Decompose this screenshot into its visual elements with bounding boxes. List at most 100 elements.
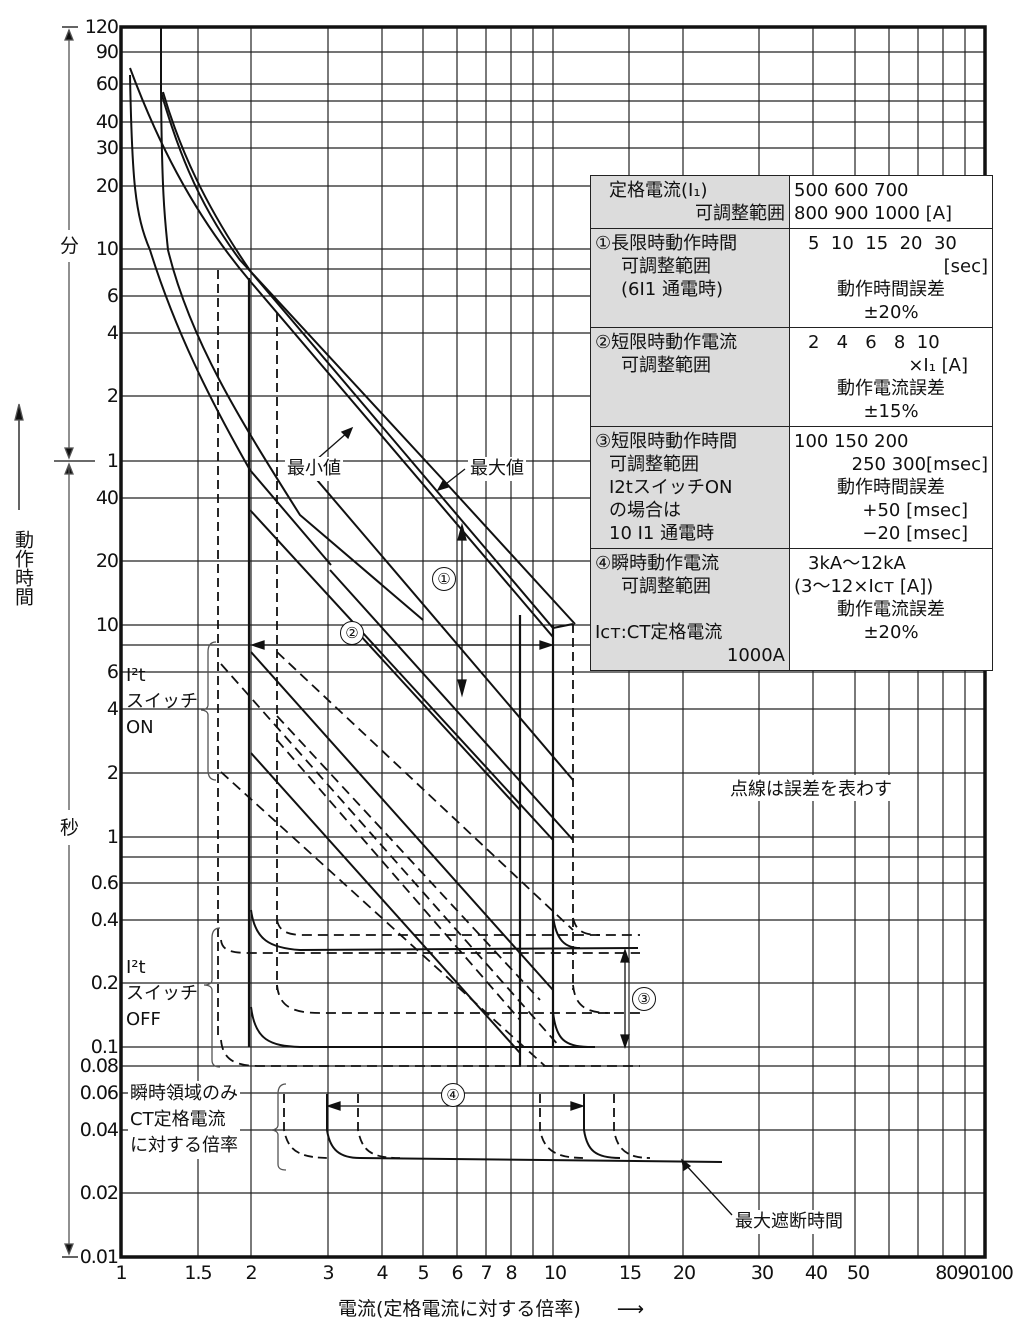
y-tick: 0.4 [90, 909, 119, 931]
spec-key-long-time: ①長限時動作時間 可調整範囲 (6I1 通電時) [590, 228, 790, 328]
instantaneous-note: 瞬時領域のみ CT定格電流 に対する倍率 [128, 1081, 240, 1159]
y-tick: 2 [106, 385, 119, 407]
spec-value-line: 3kA〜12kA [808, 553, 906, 574]
spec-key-short-time-current: ②短限時動作電流 可調整範囲 [590, 327, 790, 427]
y-tick: 6 [106, 285, 119, 307]
spec-key-line [595, 301, 785, 324]
y-tick: 0.08 [79, 1055, 119, 1077]
x-tick: 8090100 [935, 1262, 1014, 1284]
spec-key-line [595, 377, 785, 400]
x-tick: 10 [543, 1262, 567, 1284]
y-tick: 20 [95, 175, 119, 197]
y-tick: 10 [95, 614, 119, 636]
spec-key-short-time-delay: ③短限時動作時間 可調整範囲 I2tスイッチON の場合は 10 I1 通電時 [590, 426, 790, 549]
y-tick: 0.6 [90, 872, 119, 894]
inst-note-line2: CT定格電流 [130, 1109, 226, 1130]
spec-key-line: (6I1 通電時) [621, 279, 723, 300]
spec-key-line: ③短限時動作時間 [595, 431, 738, 452]
spec-value-rated-current: 500 600 700 800 900 1000 [A] [789, 175, 993, 229]
max-value-label: 最大値 [468, 457, 526, 481]
spec-key-line: 可調整範囲 [621, 576, 711, 597]
label-3-circled: ③ [632, 987, 656, 1011]
spec-value-short-time-current: 2 4 6 8 10 ×I₁ [A] 動作電流誤差 ±15% [789, 327, 993, 427]
i2t-off-line1: I²t [126, 957, 146, 978]
x-tick: 6 [451, 1262, 463, 1284]
spec-key-line: 可調整範囲 [621, 256, 711, 277]
spec-key-line: 可調整範囲 [621, 355, 711, 376]
dotted-line-note: 点線は誤差を表わす [727, 775, 895, 801]
inst-note-line1: 瞬時領域のみ [130, 1083, 238, 1104]
x-tick: 1.5 [184, 1262, 212, 1284]
i2t-off-label: I²t スイッチ OFF [124, 955, 200, 1033]
instantaneous-tolerance [283, 1094, 651, 1159]
i2t-on-line1: I²t [126, 665, 146, 686]
max-break-time-label: 最大遮断時間 [733, 1210, 845, 1234]
braces [200, 641, 287, 1171]
table-row: 定格電流(I₁) 可調整範囲 500 600 700 800 900 1000 … [590, 175, 993, 229]
x-axis-title: 電流(定格電流に対する倍率) ⟶ [338, 1294, 644, 1321]
x-axis-title-text: 電流(定格電流に対する倍率) [338, 1298, 581, 1320]
spec-key-line: I2tスイッチON [609, 477, 733, 498]
label-1-circled: ① [432, 567, 456, 591]
spec-key-instantaneous: ④瞬時動作電流 可調整範囲 Iᴄᴛ:CT定格電流 1000A [590, 548, 790, 671]
spec-value-line: ±20% [863, 302, 919, 323]
x-tick: 8 [505, 1262, 517, 1284]
y-tick: 20 [95, 550, 119, 572]
x-tick: 4 [376, 1262, 388, 1284]
y-tick: 120 [84, 16, 119, 38]
y-tick: 4 [106, 322, 119, 344]
short-time-pickup-tolerance [217, 270, 574, 1040]
y-tick: 30 [95, 137, 119, 159]
spec-key-line: ②短限時動作電流 [595, 332, 738, 353]
spec-value-line: +50 [msec] [862, 500, 968, 521]
short-time-off-curves [250, 909, 639, 1048]
x-tick: 20 [672, 1262, 696, 1284]
x-tick: 7 [480, 1262, 492, 1284]
short-time-pickup-lines [247, 278, 555, 1066]
y-tick: 10 [95, 238, 119, 260]
long-time-upper-curves [160, 91, 576, 625]
y-tick: 2 [106, 762, 119, 784]
table-row: ④瞬時動作電流 可調整範囲 Iᴄᴛ:CT定格電流 1000A 3kA〜12kA … [590, 548, 993, 671]
y-tick: 1 [106, 450, 119, 472]
spec-key-line [595, 598, 785, 621]
spec-table: 定格電流(I₁) 可調整範囲 500 600 700 800 900 1000 … [590, 175, 993, 671]
x-axis-arrow-icon: ⟶ [616, 1298, 645, 1320]
y-tick: 0.02 [79, 1182, 119, 1204]
table-row: ②短限時動作電流 可調整範囲 2 4 6 8 10 ×I₁ [A] 動作電流誤差… [590, 327, 993, 427]
spec-key-line: Iᴄᴛ:CT定格電流 [595, 622, 723, 643]
min-value-label: 最小値 [285, 457, 343, 481]
label-4-circled: ④ [441, 1083, 465, 1107]
i2t-on-label: I²t スイッチ ON [124, 663, 200, 741]
x-tick: 3 [322, 1262, 334, 1284]
minute-unit-label: 分 [60, 235, 80, 257]
spec-key-rated-current: 定格電流(I₁) 可調整範囲 [590, 175, 790, 229]
i2t-off-line3: OFF [126, 1009, 161, 1030]
spec-value-line: 500 600 700 [794, 180, 909, 201]
spec-value-instantaneous: 3kA〜12kA (3〜12×Iᴄᴛ [A]) 動作電流誤差 ±20% [789, 548, 993, 671]
y-tick: 90 [95, 41, 119, 63]
spec-key-line: 可調整範囲 [695, 203, 785, 224]
spec-value-line: 動作電流誤差 [837, 378, 945, 399]
x-tick: 2 [245, 1262, 257, 1284]
spec-key-line: ④瞬時動作電流 [595, 553, 720, 574]
spec-value-line: 動作電流誤差 [837, 599, 945, 620]
spec-value-line: (3〜12×Iᴄᴛ [A]) [794, 576, 934, 597]
x-tick: 5 [417, 1262, 429, 1284]
spec-value-line: 動作時間誤差 [837, 477, 945, 498]
y-tick: 60 [95, 73, 119, 95]
spec-key-line: ①長限時動作時間 [595, 233, 738, 254]
table-row: ③短限時動作時間 可調整範囲 I2tスイッチON の場合は 10 I1 通電時 … [590, 426, 993, 549]
spec-key-line: の場合は [609, 500, 681, 521]
y-tick: 40 [95, 111, 119, 133]
spec-key-line: 10 I1 通電時 [609, 523, 715, 544]
spec-value-line: 5 10 15 20 30 [808, 233, 957, 254]
y-unit-arrows [14, 26, 95, 1258]
instantaneous-curves [326, 1094, 723, 1163]
inst-note-line3: に対する倍率 [130, 1135, 238, 1156]
spec-value-line: [sec] [943, 256, 988, 277]
spec-value-short-time-delay: 100 150 200 250 300[msec] 動作時間誤差 +50 [ms… [789, 426, 993, 549]
y-tick: 1 [106, 826, 119, 848]
spec-value-line: 250 300[msec] [851, 454, 988, 475]
x-tick: 40 [804, 1262, 828, 1284]
